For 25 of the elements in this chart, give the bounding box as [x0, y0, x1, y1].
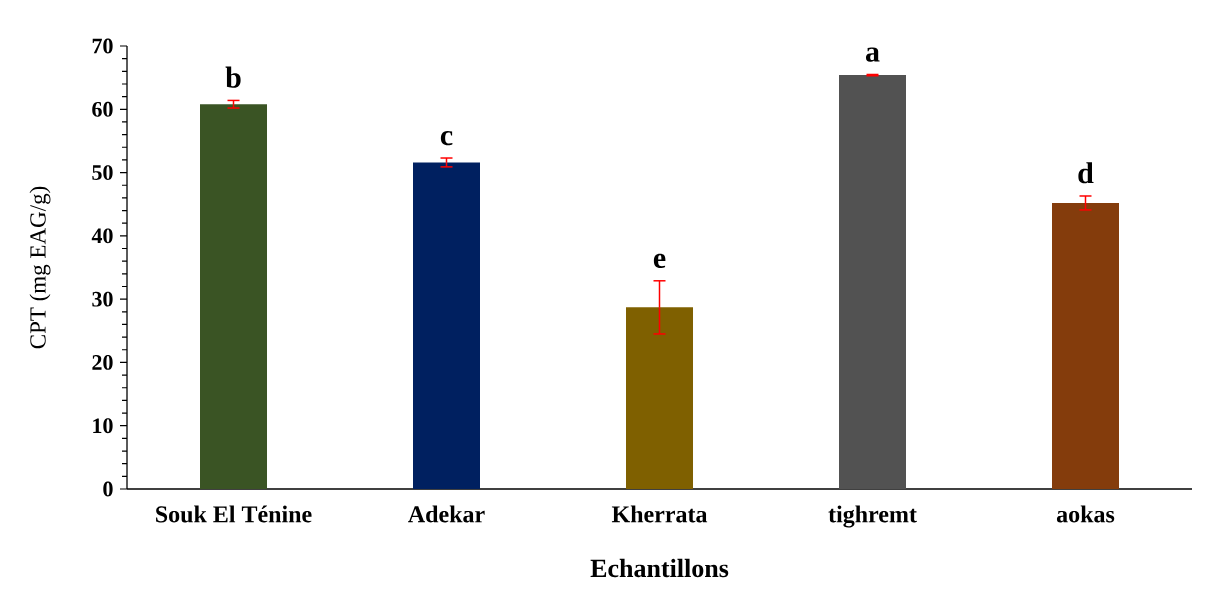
x-tick-label: tighremt — [828, 505, 917, 528]
annotation: a — [865, 47, 880, 62]
y-tick-label: 70 — [92, 38, 113, 54]
y-tick-label: 10 — [93, 418, 113, 434]
bar — [839, 75, 906, 489]
annotation: d — [1078, 162, 1094, 184]
y-tick-label: 20 — [92, 355, 113, 370]
bar — [1052, 202, 1119, 489]
bar — [413, 162, 480, 489]
x-tick-label: aokas — [1056, 505, 1115, 523]
y-tick-label: 60 — [92, 101, 113, 117]
annotation: b — [225, 66, 241, 88]
bar — [626, 307, 693, 489]
y-tick-label: 30 — [92, 291, 113, 307]
annotation: e — [653, 253, 666, 269]
x-axis-title: Echantillons — [590, 558, 729, 578]
x-tick-label: Souk El Ténine — [156, 505, 312, 523]
bar — [200, 104, 267, 489]
y-axis-title: CPT (mg EAG/g) — [29, 186, 51, 349]
y-tick-label: 0 — [103, 481, 113, 497]
x-tick-label: Kherrata — [611, 505, 708, 523]
x-tick-label: Adekar — [408, 505, 485, 523]
y-tick-label: 40 — [91, 228, 113, 244]
annotation: c — [440, 130, 453, 146]
y-tick-label: 50 — [92, 165, 113, 180]
